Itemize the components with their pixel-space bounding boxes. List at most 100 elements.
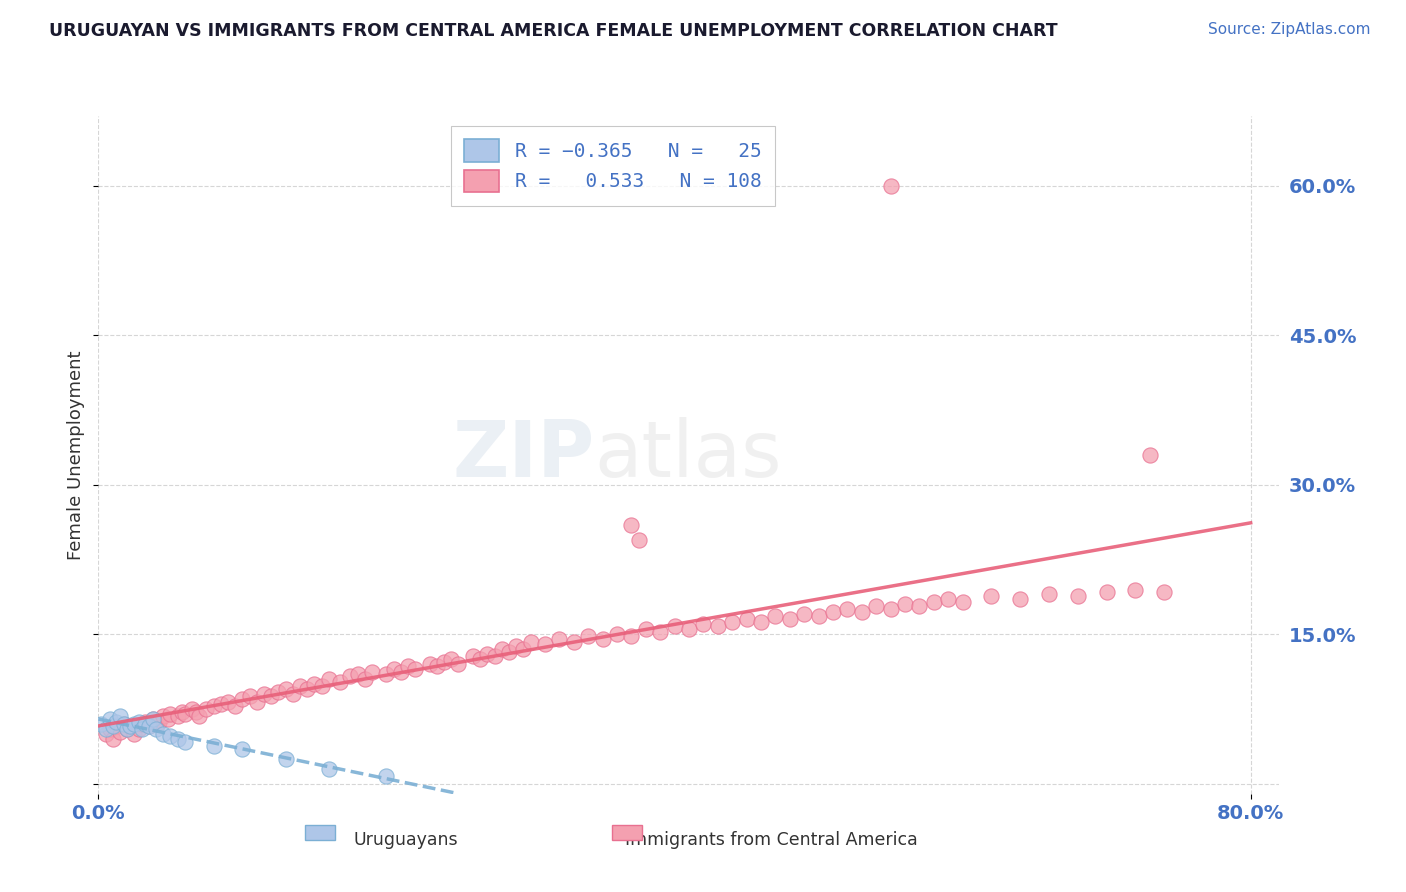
Legend: R = −0.365   N =   25, R =   0.533   N = 108: R = −0.365 N = 25, R = 0.533 N = 108 <box>451 126 775 205</box>
Point <box>936 592 959 607</box>
Point <box>821 606 844 620</box>
Point <box>851 606 873 620</box>
Point <box>505 640 527 654</box>
Point <box>375 667 398 681</box>
Point <box>173 735 195 749</box>
Text: URUGUAYAN VS IMMIGRANTS FROM CENTRAL AMERICA FEMALE UNEMPLOYMENT CORRELATION CHA: URUGUAYAN VS IMMIGRANTS FROM CENTRAL AME… <box>49 22 1057 40</box>
Point <box>1095 585 1118 599</box>
Point <box>145 722 167 736</box>
Point <box>592 632 614 647</box>
Point <box>98 712 121 726</box>
Point <box>166 732 188 747</box>
Point <box>120 719 142 733</box>
Point <box>692 617 714 632</box>
Point <box>396 659 419 673</box>
Point <box>807 609 830 624</box>
Point <box>1153 585 1175 599</box>
Point <box>159 707 181 722</box>
Point <box>908 599 931 614</box>
Point <box>634 623 657 637</box>
Point <box>440 652 463 666</box>
Point <box>879 178 901 193</box>
Point <box>477 648 499 662</box>
Point <box>246 695 269 709</box>
Point <box>468 652 491 666</box>
Point <box>288 679 311 693</box>
Point <box>202 699 225 714</box>
Point <box>534 637 557 651</box>
Point <box>195 702 218 716</box>
Point <box>664 619 686 633</box>
Point <box>706 619 728 633</box>
Point <box>606 627 628 641</box>
Point <box>145 717 167 731</box>
Point <box>134 717 156 731</box>
Point <box>576 629 599 643</box>
Point <box>138 719 160 733</box>
Point <box>112 717 135 731</box>
Point <box>404 662 426 676</box>
Text: Uruguayans: Uruguayans <box>353 831 458 849</box>
Point <box>173 707 195 722</box>
Point <box>260 689 283 703</box>
Point <box>548 632 571 647</box>
Point <box>115 722 138 736</box>
Point <box>419 657 441 672</box>
Point <box>1010 592 1032 607</box>
Point <box>128 715 150 730</box>
Point <box>375 769 398 783</box>
Point <box>562 635 585 649</box>
Text: Source: ZipAtlas.com: Source: ZipAtlas.com <box>1208 22 1371 37</box>
Point <box>354 672 377 686</box>
Point <box>793 607 815 622</box>
Point <box>108 725 131 739</box>
Point <box>678 623 700 637</box>
Point <box>142 712 165 726</box>
Point <box>209 697 232 711</box>
Point <box>148 715 170 730</box>
Point <box>865 599 887 614</box>
Point <box>94 727 117 741</box>
Point <box>152 709 174 723</box>
Point <box>952 595 974 609</box>
Point <box>627 533 650 547</box>
Point <box>231 742 253 756</box>
Point <box>112 717 135 731</box>
Point <box>447 657 470 672</box>
Point <box>120 719 142 733</box>
Point <box>142 712 165 726</box>
Point <box>98 722 121 736</box>
Point <box>346 667 368 681</box>
Point <box>650 625 672 640</box>
Point <box>128 722 150 736</box>
Point <box>134 715 156 730</box>
Point <box>318 672 340 686</box>
Point <box>170 705 193 719</box>
Point <box>90 717 112 731</box>
Point <box>498 645 520 659</box>
Point <box>721 615 744 630</box>
Point <box>879 602 901 616</box>
Point <box>186 705 208 719</box>
Point <box>108 709 131 723</box>
Point <box>763 609 786 624</box>
Point <box>318 762 340 776</box>
Point <box>361 665 384 680</box>
Point <box>620 517 643 532</box>
Point <box>311 679 333 693</box>
Point <box>329 675 352 690</box>
Point <box>461 649 484 664</box>
Point <box>115 722 138 736</box>
Point <box>304 677 326 691</box>
Point <box>131 717 153 731</box>
Point <box>1038 587 1060 601</box>
Point <box>239 689 262 703</box>
Point <box>267 685 290 699</box>
Point <box>253 687 276 701</box>
Point <box>181 702 204 716</box>
Text: atlas: atlas <box>595 417 782 493</box>
Point <box>217 695 239 709</box>
Point <box>101 732 124 747</box>
Point <box>620 629 643 643</box>
Point <box>131 722 153 736</box>
